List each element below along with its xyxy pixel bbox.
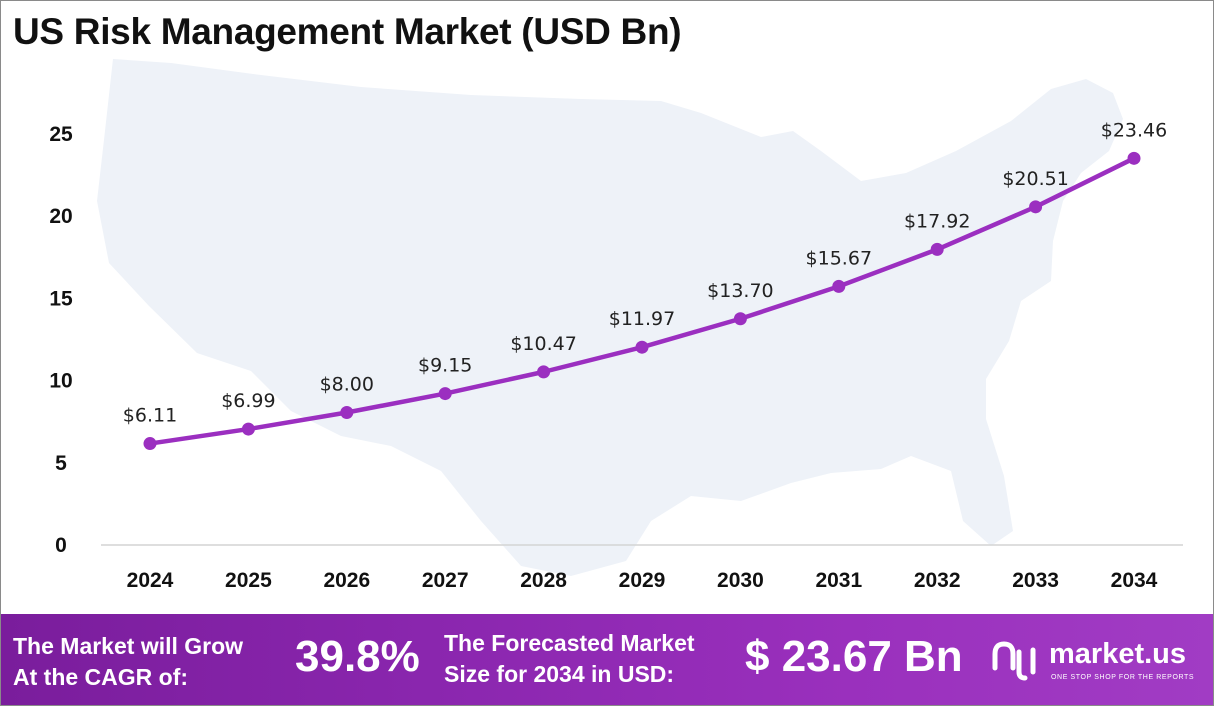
market-us-logo-icon [992, 641, 1036, 681]
footer-banner: The Market will Grow At the CAGR of: 39.… [1, 614, 1213, 705]
x-tick-label: 2034 [1111, 569, 1158, 592]
x-axis: 2024 2025 2026 2027 2028 2029 2030 2031 2032 2033… [127, 569, 1158, 592]
data-point [340, 405, 354, 419]
y-tick-label: 0 [55, 534, 67, 557]
y-tick-label: 15 [49, 287, 73, 310]
x-tick-label: 2027 [422, 569, 469, 592]
y-tick-label: 5 [55, 452, 67, 475]
data-label: $13.70 [707, 280, 773, 302]
x-tick-label: 2028 [520, 569, 567, 592]
data-label: $6.11 [123, 405, 177, 427]
forecast-caption-line2: Size for 2034 in USD: [444, 661, 675, 687]
x-tick-label: 2024 [127, 569, 174, 592]
data-label: $15.67 [806, 247, 872, 269]
data-label: $10.47 [510, 333, 576, 355]
chart-title: US Risk Management Market (USD Bn) [13, 11, 682, 52]
x-tick-label: 2026 [323, 569, 370, 592]
y-tick-label: 20 [49, 205, 72, 228]
data-label: $11.97 [609, 308, 675, 330]
forecast-value: $ 23.67 Bn [745, 632, 963, 681]
data-point [241, 422, 255, 436]
logo-name: market.us [1049, 638, 1187, 670]
data-point [930, 242, 944, 256]
data-point [1029, 200, 1043, 214]
us-map-background [97, 59, 1123, 576]
data-label: $23.46 [1101, 119, 1167, 141]
cagr-caption-line1: The Market will Grow [13, 633, 244, 659]
x-tick-label: 2033 [1012, 569, 1059, 592]
data-point [438, 387, 452, 401]
cagr-value: 39.8% [295, 632, 420, 681]
y-tick-label: 25 [49, 123, 73, 146]
cagr-caption: The Market will Grow At the CAGR of: [13, 631, 243, 693]
cagr-caption-line2: At the CAGR of: [13, 664, 189, 690]
x-tick-label: 2029 [619, 569, 666, 592]
logo-tagline: ONE STOP SHOP FOR THE REPORTS [1051, 674, 1195, 681]
data-label: $20.51 [1002, 168, 1068, 190]
data-label: $17.92 [904, 210, 970, 232]
data-labels: $6.11 $6.99 $8.00 $9.15 $10.47 $11.97 $13.70 $1… [123, 119, 1167, 426]
data-point [537, 365, 551, 379]
forecast-caption: The Forecasted Market Size for 2034 in U… [444, 628, 695, 690]
y-axis: 0 5 10 15 20 25 [49, 123, 73, 557]
data-point [143, 437, 157, 451]
data-label: $9.15 [418, 355, 472, 377]
data-label: $6.99 [221, 390, 275, 412]
data-point [832, 279, 846, 293]
data-point [635, 340, 649, 354]
x-tick-label: 2031 [815, 569, 862, 592]
x-tick-label: 2025 [225, 569, 272, 592]
data-label: $8.00 [320, 373, 374, 395]
data-point [1127, 151, 1141, 165]
data-point [733, 312, 747, 326]
data-points [143, 151, 1141, 451]
x-tick-label: 2030 [717, 569, 764, 592]
x-tick-label: 2032 [914, 569, 961, 592]
market-us-logo: market.us ONE STOP SHOP FOR THE REPORTS [989, 636, 1213, 696]
y-tick-label: 10 [49, 370, 72, 393]
forecast-caption-line1: The Forecasted Market [444, 630, 695, 656]
